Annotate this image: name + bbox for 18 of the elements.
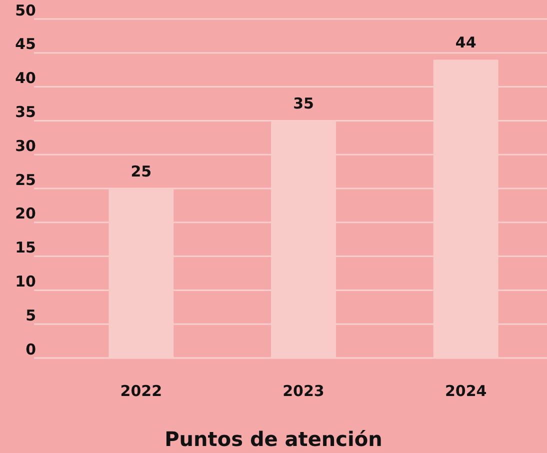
x-axis-title: Puntos de atención (164, 427, 382, 451)
y-tick-label: 50 (15, 1, 36, 20)
x-tick-label: 2024 (444, 382, 487, 400)
y-tick-label: 20 (15, 204, 36, 223)
data-label: 35 (293, 94, 314, 113)
data-label: 25 (130, 162, 152, 180)
y-tick-label: 30 (15, 136, 36, 155)
y-tick-label: 25 (15, 170, 36, 189)
y-tick-label: 10 (15, 272, 36, 290)
x-tick-label: 2023 (282, 382, 324, 400)
y-tick-label: 40 (15, 69, 36, 88)
x-tick-label: 2022 (120, 382, 162, 400)
y-tick-label: 45 (15, 35, 36, 54)
y-tick-label: 0 (26, 340, 36, 358)
y-tick-label: 5 (26, 306, 36, 324)
y-tick-label: 15 (15, 238, 36, 257)
data-label: 44 (455, 34, 476, 52)
y-tick-label: 35 (15, 102, 36, 121)
